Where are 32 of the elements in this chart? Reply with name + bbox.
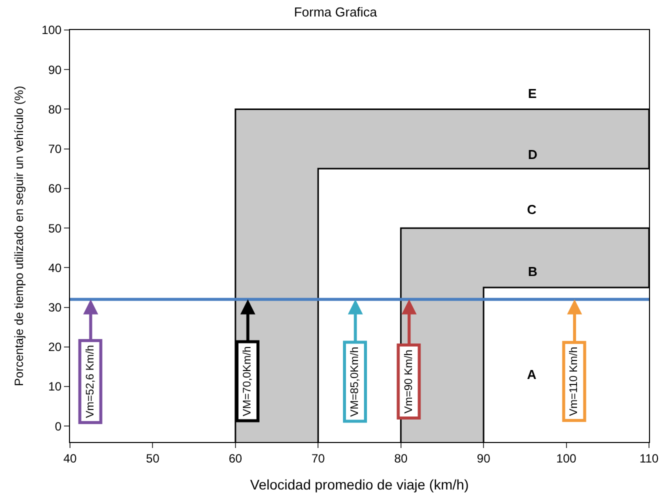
y-axis-title: Porcentaje de tiempo utilizado en seguir un vehículo (%) [12, 86, 26, 386]
y-tick-label: 40 [48, 260, 62, 275]
y-tick-label: 100 [42, 23, 62, 38]
annotation: B [528, 264, 538, 279]
y-tick-label: 50 [48, 221, 62, 236]
x-tick-label: 70 [311, 451, 326, 466]
y-tick-label: 0 [54, 419, 62, 434]
annotation: Vm=90 Km/h [402, 350, 415, 414]
chart-title: Forma Grafica [294, 4, 378, 20]
annotation: E [528, 86, 537, 101]
x-tick-label: 90 [476, 451, 491, 466]
y-tick-label: 80 [48, 102, 62, 116]
x-tick-label: 60 [228, 451, 242, 466]
x-axis-title: Velocidad promedio de viaje (km/h) [250, 476, 469, 493]
x-tick-label: 100 [556, 451, 577, 466]
y-tick-label: 10 [48, 380, 62, 394]
y-tick-label: 60 [48, 182, 62, 196]
y-tick-label: 90 [48, 62, 62, 77]
annotation: A [527, 367, 537, 382]
annotation: Vm=110 Km/h [568, 346, 580, 416]
annotation: Vm=52,6 Km/h [84, 344, 96, 418]
annotation: VM=85,0Km/h [348, 346, 361, 417]
x-tick-label: 110 [639, 451, 659, 466]
x-tick-label: 80 [394, 451, 408, 466]
y-tick-label: 30 [48, 300, 62, 315]
y-tick-label: 20 [48, 340, 62, 354]
x-tick-label: 50 [146, 451, 160, 466]
annotation: C [527, 202, 537, 217]
annotation: VM=70,0Km/h [241, 346, 254, 416]
x-tick-label: 40 [63, 451, 77, 466]
y-tick-label: 70 [48, 142, 62, 156]
annotation: D [528, 147, 538, 162]
